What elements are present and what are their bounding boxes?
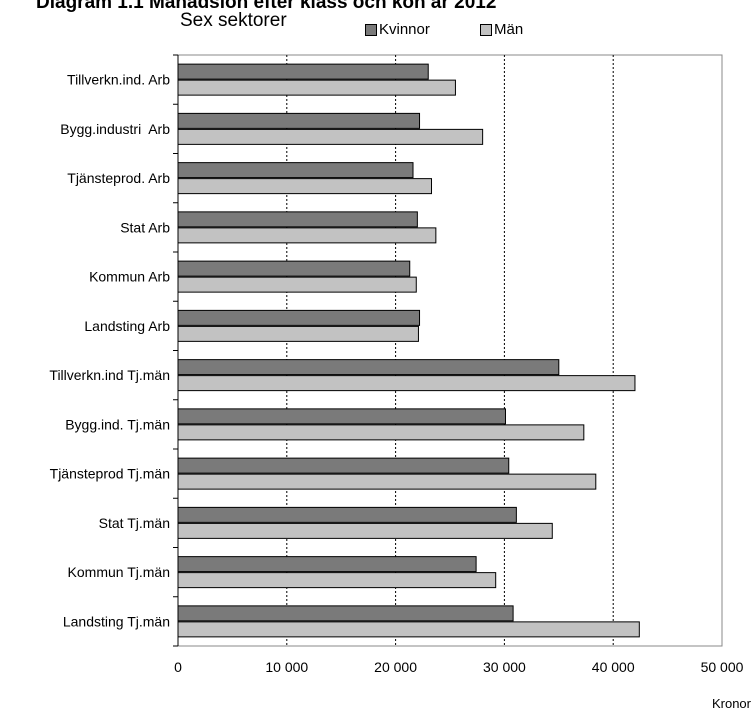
bar-man xyxy=(177,79,456,96)
category-label: Landsting Arb xyxy=(84,318,170,334)
bar-man xyxy=(177,473,597,490)
bar-kvinnor xyxy=(177,605,514,622)
legend-item-kvinnor: Kvinnor xyxy=(365,21,430,38)
bar-man xyxy=(177,572,497,589)
chart-subtitle: Sex sektorer xyxy=(180,10,287,31)
bar-man xyxy=(177,621,640,638)
x-tick-label: 10 000 xyxy=(265,659,308,675)
legend-swatch-kvinnor xyxy=(365,23,377,36)
category-label: Tillverkn.ind Tj.män xyxy=(49,367,170,383)
bar-man xyxy=(177,522,553,539)
bar-man xyxy=(177,325,419,342)
bar-kvinnor xyxy=(177,309,421,326)
category-label: Bygg.industri Arb xyxy=(60,121,170,137)
legend-label-man: Män xyxy=(494,21,524,38)
legend-item-man: Män xyxy=(480,21,523,38)
bar-man xyxy=(177,375,636,392)
x-tick-label: 50 000 xyxy=(701,659,744,675)
bar-kvinnor xyxy=(177,408,506,425)
bar-man xyxy=(177,178,433,195)
bar-kvinnor xyxy=(177,506,517,523)
category-label: Bygg.ind. Tj.män xyxy=(65,416,170,432)
x-tick-label: 40 000 xyxy=(592,659,635,675)
bar-kvinnor xyxy=(177,112,421,129)
bar-kvinnor xyxy=(177,260,411,277)
category-label: Landsting Tj.män xyxy=(63,613,170,629)
legend-label-kvinnor: Kvinnor xyxy=(379,21,430,38)
bar-man xyxy=(177,424,585,441)
bar-kvinnor xyxy=(177,359,560,376)
bar-man xyxy=(177,227,437,244)
category-label: Stat Arb xyxy=(120,219,170,235)
bar-kvinnor xyxy=(177,211,418,228)
category-label: Tjänsteprod. Arb xyxy=(67,170,170,186)
bar-man xyxy=(177,128,484,145)
bar-kvinnor xyxy=(177,63,429,80)
x-axis-unit-label: Kronor xyxy=(711,696,751,711)
legend-swatch-man xyxy=(480,23,493,36)
category-label: Tillverkn.ind. Arb xyxy=(67,72,170,88)
category-label: Kommun Tj.män xyxy=(68,564,170,580)
category-label: Tjänsteprod Tj.män xyxy=(50,466,170,482)
legend: Kvinnor Män xyxy=(365,21,569,40)
bar-kvinnor xyxy=(177,556,477,573)
chart-title: Diagram 1.1 Månadslön efter klass och kö… xyxy=(36,0,497,13)
bar-kvinnor xyxy=(177,162,414,179)
category-label: Stat Tj.män xyxy=(99,515,170,531)
x-tick-label: 20 000 xyxy=(374,659,417,675)
bar-kvinnor xyxy=(177,457,510,474)
x-tick-label: 0 xyxy=(174,659,182,675)
bar-man xyxy=(177,276,417,293)
x-tick-label: 30 000 xyxy=(483,659,526,675)
category-label: Kommun Arb xyxy=(89,269,170,285)
